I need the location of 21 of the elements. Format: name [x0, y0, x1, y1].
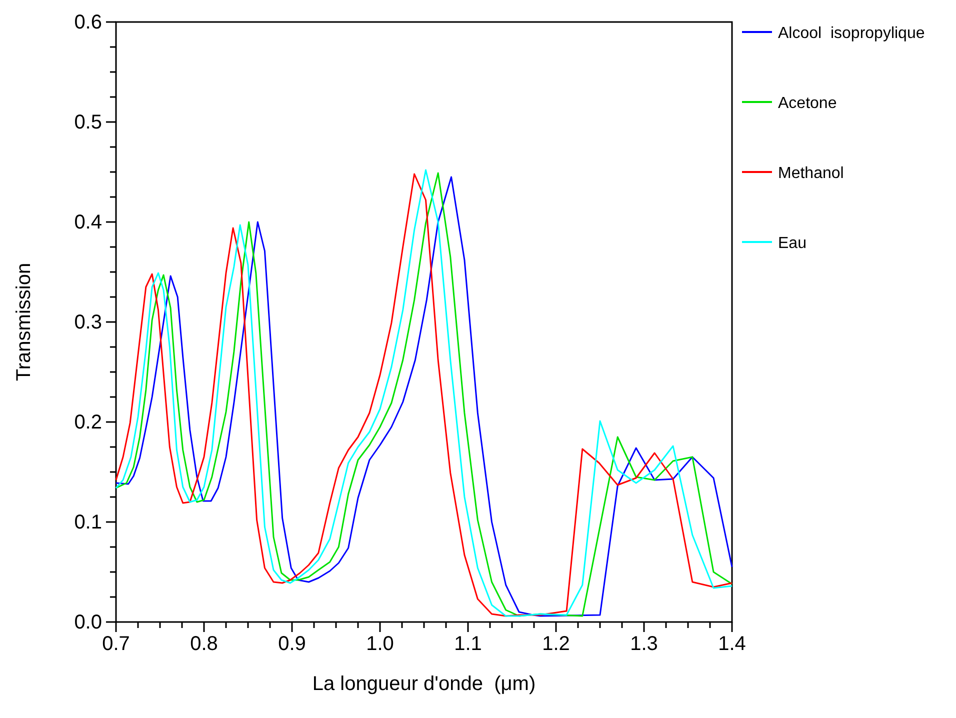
- y-tick-label: 0.3: [74, 311, 102, 334]
- legend-label: Eau: [778, 235, 806, 252]
- legend-label: Acetone: [778, 95, 837, 112]
- x-tick-label: 0.8: [190, 633, 218, 656]
- y-tick-label: 0.4: [74, 211, 102, 234]
- x-tick-label: 1.2: [542, 633, 570, 656]
- x-tick-label: 0.9: [278, 633, 306, 656]
- y-tick-label: 0.1: [74, 511, 102, 534]
- legend-label: Methanol: [778, 165, 844, 182]
- y-tick-label: 0.2: [74, 411, 102, 434]
- y-tick-label: 0.5: [74, 111, 102, 134]
- x-tick-label: 1.0: [366, 633, 394, 656]
- x-tick-label: 1.1: [454, 633, 482, 656]
- legend-label: Alcool isopropylique: [778, 25, 925, 42]
- y-tick-label: 0.0: [74, 611, 102, 634]
- x-axis-title: La longueur d'onde (μm): [312, 673, 536, 695]
- x-tick-label: 1.4: [718, 633, 746, 656]
- y-axis-title: Transmission: [13, 262, 35, 382]
- y-tick-label: 0.6: [74, 11, 102, 34]
- x-tick-label: 1.3: [630, 633, 658, 656]
- x-tick-label: 0.7: [102, 633, 130, 656]
